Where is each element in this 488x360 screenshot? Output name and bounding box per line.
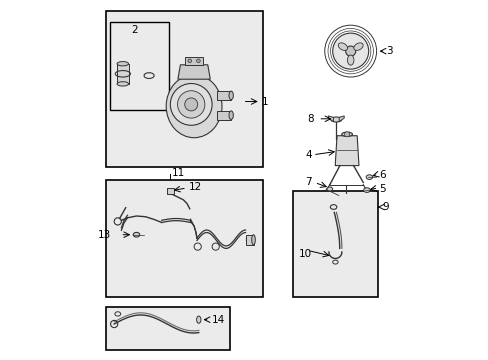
Text: 14: 14 [211, 315, 224, 325]
Circle shape [177, 91, 204, 118]
Text: 11: 11 [171, 168, 184, 178]
Ellipse shape [338, 43, 347, 50]
Ellipse shape [326, 187, 332, 191]
Ellipse shape [228, 111, 233, 120]
Bar [292, 191, 377, 297]
Text: 8: 8 [307, 114, 313, 124]
Circle shape [184, 98, 197, 111]
Text: 12: 12 [188, 182, 202, 192]
Bar [245, 235, 253, 245]
Bar [106, 180, 262, 297]
Text: 4: 4 [305, 150, 311, 160]
Ellipse shape [228, 91, 233, 100]
Ellipse shape [363, 188, 369, 193]
Ellipse shape [341, 132, 352, 136]
Ellipse shape [117, 62, 128, 66]
Ellipse shape [117, 82, 128, 86]
Text: 6: 6 [379, 170, 386, 180]
Bar [106, 11, 262, 167]
Circle shape [332, 33, 368, 69]
Circle shape [345, 46, 355, 56]
Bar [117, 64, 128, 84]
Ellipse shape [353, 43, 363, 50]
Text: 3: 3 [385, 46, 392, 56]
Ellipse shape [166, 75, 222, 138]
Text: 13: 13 [97, 230, 110, 240]
Bar [217, 111, 231, 120]
Ellipse shape [251, 235, 255, 245]
Polygon shape [335, 136, 358, 166]
Circle shape [187, 59, 191, 63]
Text: 1: 1 [261, 96, 268, 107]
Circle shape [170, 84, 212, 125]
Ellipse shape [330, 117, 341, 122]
Bar [106, 307, 230, 350]
Polygon shape [339, 116, 344, 122]
Text: 7: 7 [305, 177, 311, 187]
Polygon shape [328, 116, 333, 122]
Text: 5: 5 [379, 184, 386, 194]
Text: 9: 9 [382, 202, 388, 212]
Text: 10: 10 [298, 249, 311, 259]
Bar [217, 91, 231, 100]
Bar [109, 22, 168, 110]
Polygon shape [178, 65, 210, 79]
Circle shape [344, 132, 349, 137]
Ellipse shape [133, 233, 140, 237]
Ellipse shape [366, 175, 372, 180]
Ellipse shape [347, 55, 353, 65]
Text: 2: 2 [131, 24, 138, 35]
Bar [185, 57, 203, 65]
Circle shape [196, 59, 200, 63]
Ellipse shape [196, 316, 201, 323]
Bar [167, 188, 173, 194]
